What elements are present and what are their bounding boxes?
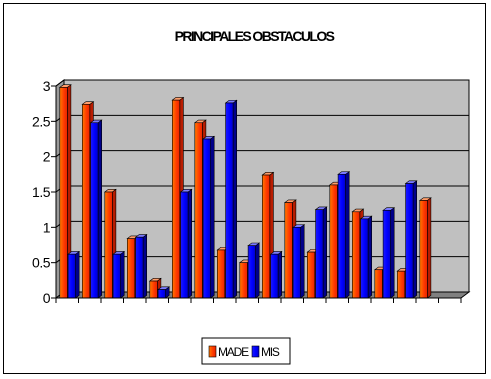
chart: PRINCIPALES OBSTACULOS 0 0.5 1 1.5 2 2.5 3 MAD…: [32, 28, 471, 365]
mis-bar: [247, 242, 261, 299]
mis-bar: [67, 250, 81, 299]
mis-bar: [89, 119, 103, 299]
mis-bar: [134, 233, 148, 299]
chart-title: PRINCIPALES OBSTACULOS: [175, 28, 335, 44]
mis-bar: [179, 188, 193, 299]
plot-area: 0 0.5 1 1.5 2 2.5 3: [32, 78, 471, 306]
mis-bar: [269, 250, 283, 299]
made-bar: [418, 197, 432, 299]
legend-box: [201, 337, 291, 365]
mis-bar: [337, 171, 351, 299]
mis-bar: [314, 206, 328, 299]
y-tick-label: 0: [43, 290, 51, 306]
y-tick-label: 3: [43, 78, 51, 94]
chart-frame: PRINCIPALES OBSTACULOS 0 0.5 1 1.5 2 2.5 3 MAD…: [3, 3, 486, 374]
mis-bar: [292, 224, 306, 299]
mis-bar: [112, 250, 126, 299]
mis-bar: [404, 180, 418, 299]
y-tick-label: 0.5: [32, 255, 51, 271]
y-tick-label: 1: [43, 219, 51, 235]
y-tick-label: 2: [43, 149, 51, 165]
mis-bar: [224, 99, 238, 299]
mis-bar: [359, 215, 373, 299]
legend: MADE MIS: [201, 337, 291, 365]
legend-swatch-mis: [251, 345, 260, 358]
y-tick-label: 1.5: [32, 184, 51, 200]
mis-bar: [202, 135, 216, 299]
legend-label-made: MADE: [218, 345, 249, 359]
y-tick-label: 2.5: [32, 113, 51, 129]
gridline-side: [55, 79, 65, 87]
legend-swatch-made: [208, 345, 217, 358]
mis-bar: [382, 207, 396, 299]
mis-bar: [157, 286, 171, 299]
legend-label-mis: MIS: [261, 345, 280, 359]
